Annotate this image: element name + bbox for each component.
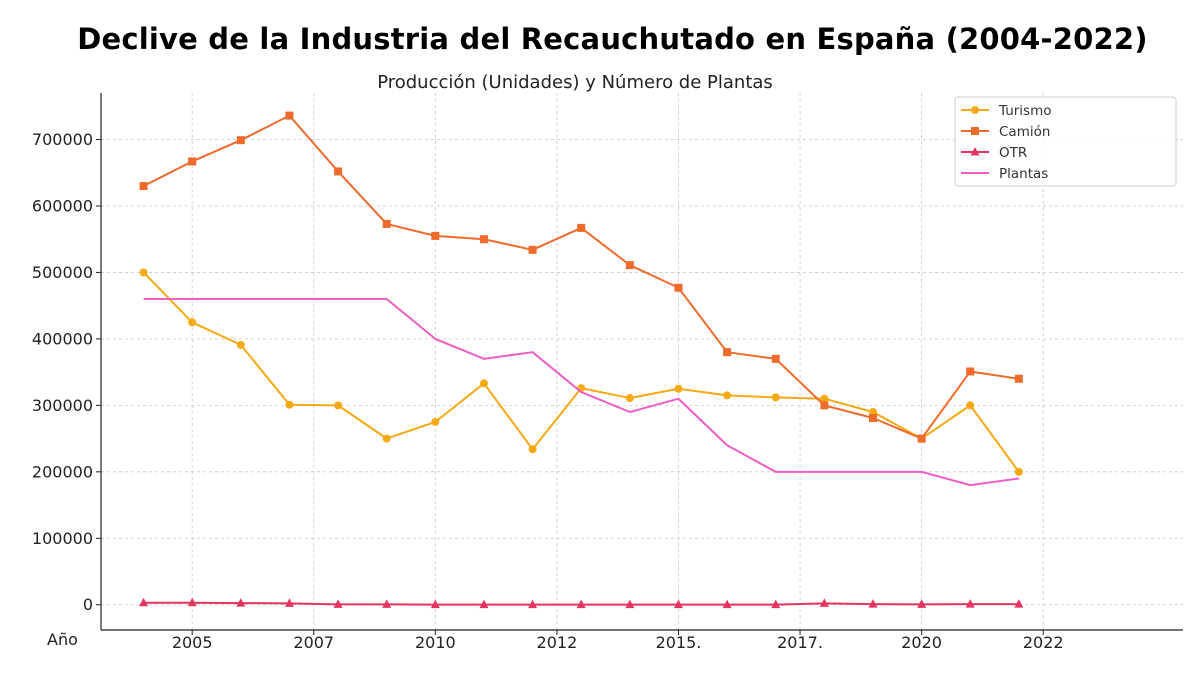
series-cami-n	[139, 111, 1023, 443]
data-point	[333, 599, 343, 608]
x-axis-ticks: 2005 2007 2010 2012 2015. 2017. 2020 2022	[172, 630, 1064, 652]
grid	[101, 93, 1183, 630]
axes	[100, 93, 1183, 631]
y-tick-label: 500000	[32, 263, 93, 282]
data-point	[284, 598, 294, 607]
legend-item: Camión	[961, 124, 1050, 140]
legend-item: Turismo	[961, 103, 1052, 119]
data-point	[382, 434, 391, 443]
legend-label: OTR	[999, 145, 1027, 161]
x-tick-label: 2017.	[777, 633, 823, 652]
data-point	[625, 394, 634, 403]
x-tick-label: 2012	[537, 633, 578, 652]
series-line	[142, 271, 1020, 473]
data-point	[820, 401, 829, 410]
series-plantas	[143, 298, 1020, 487]
data-point	[236, 340, 245, 349]
data-point	[188, 318, 197, 327]
data-point	[187, 597, 197, 607]
legend: Turismo Camión OTR Plantas	[954, 96, 1177, 187]
data-point	[382, 219, 391, 228]
y-tick-label: 300000	[32, 396, 93, 415]
data-point	[965, 599, 975, 608]
data-point	[236, 136, 245, 145]
y-tick-label: 600000	[32, 196, 93, 215]
data-point	[625, 261, 634, 270]
data-point	[431, 231, 440, 240]
y-axis-ticks: 0 100000 200000 300000 400000 500000 600000 700…	[32, 130, 101, 614]
y-tick-label: 200000	[32, 462, 93, 481]
x-tick-label: 2007	[293, 633, 334, 652]
data-point	[528, 599, 538, 609]
data-point	[1014, 599, 1024, 608]
data-point	[966, 367, 975, 376]
data-point	[285, 111, 294, 120]
y-tick-label: 700000	[32, 130, 93, 149]
data-point	[771, 354, 780, 363]
x-axis-label: Año	[47, 630, 78, 649]
x-tick-label: 2005	[172, 633, 213, 652]
x-tick-label: 2020	[901, 633, 942, 652]
data-point	[819, 598, 829, 607]
series-layer	[139, 111, 1024, 609]
data-point	[868, 599, 878, 608]
data-point	[431, 417, 440, 426]
data-point	[1014, 467, 1023, 476]
x-tick-label: 2010	[415, 633, 456, 652]
data-point	[771, 599, 781, 609]
data-point	[528, 245, 537, 254]
data-point	[479, 379, 488, 388]
legend-label: Plantas	[999, 166, 1048, 182]
data-point	[479, 235, 488, 244]
data-point	[382, 599, 392, 608]
data-point	[576, 599, 586, 609]
data-point	[674, 283, 683, 292]
series-line	[143, 298, 1020, 487]
legend-box	[954, 96, 1177, 187]
data-point	[673, 599, 683, 609]
data-point	[479, 599, 489, 609]
data-point	[868, 413, 877, 422]
y-tick-label: 100000	[32, 529, 93, 548]
legend-label: Turismo	[998, 103, 1052, 119]
data-point	[528, 445, 537, 454]
series-turismo	[139, 268, 1023, 476]
data-point	[334, 401, 343, 410]
data-point	[285, 400, 294, 409]
legend-label: Camión	[999, 124, 1050, 140]
data-point	[139, 182, 148, 191]
data-point	[771, 393, 780, 402]
legend-marker	[971, 127, 979, 135]
data-point	[577, 223, 586, 232]
data-point	[966, 401, 975, 410]
legend-marker	[970, 147, 980, 156]
chart-title: Declive de la Industria del Recauchutado…	[77, 22, 1148, 56]
series-otr	[139, 597, 1024, 609]
data-point	[722, 599, 732, 609]
data-point	[820, 394, 829, 403]
data-point	[674, 384, 683, 393]
data-point	[723, 348, 732, 357]
y-tick-label: 400000	[32, 329, 93, 348]
x-tick-label: 2015.	[656, 633, 702, 652]
legend-item: Plantas	[961, 166, 1048, 182]
data-point	[188, 157, 197, 166]
y-tick-label: 0	[83, 595, 93, 614]
data-point	[1014, 374, 1023, 383]
data-point	[236, 598, 246, 607]
data-point	[917, 599, 927, 608]
chart-subtitle: Producción (Unidades) y Número de Planta…	[377, 72, 773, 93]
data-point	[139, 597, 149, 607]
legend-item: OTR	[961, 145, 1027, 161]
data-point	[723, 391, 732, 400]
data-point	[917, 434, 926, 443]
x-tick-label: 2022	[1023, 633, 1064, 652]
data-point	[625, 599, 635, 609]
legend-marker	[971, 106, 979, 114]
data-point	[139, 268, 148, 277]
data-point	[334, 167, 343, 176]
data-point	[430, 599, 440, 609]
